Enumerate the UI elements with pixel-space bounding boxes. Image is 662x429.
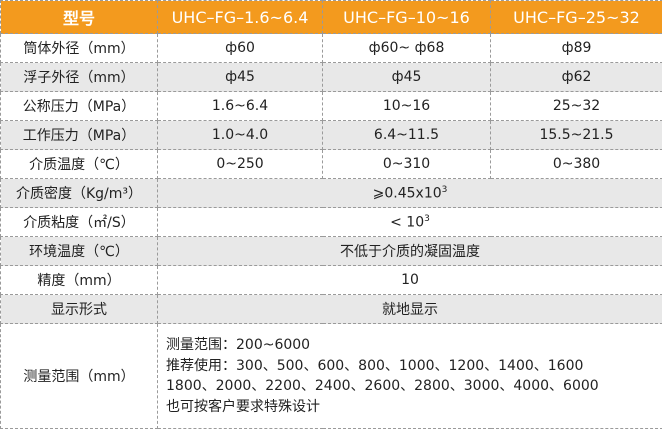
row-label: 浮子外径（mm） (1, 63, 158, 92)
cell: 不低于介质的凝固温度 (158, 237, 662, 266)
row: 介质密度（Kg/m³）⩾0.45x103 (1, 179, 662, 208)
cell-value: 10 (401, 272, 419, 288)
cell: 6.4~11.5 (323, 121, 491, 150)
row-label: 环境温度（℃） (1, 237, 158, 266)
cell: 1.0~4.0 (158, 121, 323, 150)
superscript: 3 (424, 214, 430, 224)
cell-line: 1800、2000、2200、2400、2600、2800、3000、4000、… (166, 376, 662, 397)
cell: 0~250 (158, 150, 323, 179)
cell: < 103 (158, 208, 662, 237)
cell: 10 (158, 266, 662, 295)
cell-value: ⩾0.45x10 (373, 185, 442, 201)
cell-line: 也可按客户要求特殊设计 (166, 397, 662, 418)
cell: 10~16 (323, 92, 491, 121)
header-cell: UHC–FG–10~16 (323, 1, 491, 34)
cell: ф60~ ф68 (323, 34, 491, 63)
cell: 0~310 (323, 150, 491, 179)
row-label: 测量范围（mm） (1, 324, 158, 429)
cell: ф62 (491, 63, 662, 92)
row-label: 介质温度（℃） (1, 150, 158, 179)
row: 显示形式 就地显示 (1, 295, 662, 324)
row: 环境温度（℃） 不低于介质的凝固温度 (1, 237, 662, 266)
row-label: 介质密度（Kg/m³） (1, 179, 158, 208)
header-cell: UHC–FG–25~32 (491, 1, 662, 34)
header-cell: UHC–FG–1.6~6.4 (158, 1, 323, 34)
cell: 1.6~6.4 (158, 92, 323, 121)
cell: ф89 (491, 34, 662, 63)
row-label: 工作压力（MPa） (1, 121, 158, 150)
cell: 0~380 (491, 150, 662, 179)
cell-value: 不低于介质的凝固温度 (340, 244, 480, 260)
cell-value: 就地显示 (382, 302, 438, 318)
superscript: 3 (442, 185, 448, 195)
cell: ф45 (158, 63, 323, 92)
row-label: 介质粘度（㎡/S） (1, 208, 158, 237)
cell: ф60 (158, 34, 323, 63)
row: 介质粘度（㎡/S）< 103 (1, 208, 662, 237)
row-label: 公称压力（MPa） (1, 92, 158, 121)
cell: 15.5~21.5 (491, 121, 662, 150)
cell-value: < 10 (390, 214, 424, 230)
row: 精度（mm） 10 (1, 266, 662, 295)
cell: ⩾0.45x103 (158, 179, 662, 208)
cell-line: 测量范围：200~6000 (166, 335, 662, 356)
cell: 就地显示 (158, 295, 662, 324)
header-cell: 型号 (1, 1, 158, 34)
row-label: 显示形式 (1, 295, 158, 324)
cell: 25~32 (491, 92, 662, 121)
cell-line: 推荐使用：300、500、600、800、1000、1200、1400、1600 (166, 356, 662, 377)
row-label: 筒体外径（mm） (1, 34, 158, 63)
cell: ф45 (323, 63, 491, 92)
row-label: 精度（mm） (1, 266, 158, 295)
